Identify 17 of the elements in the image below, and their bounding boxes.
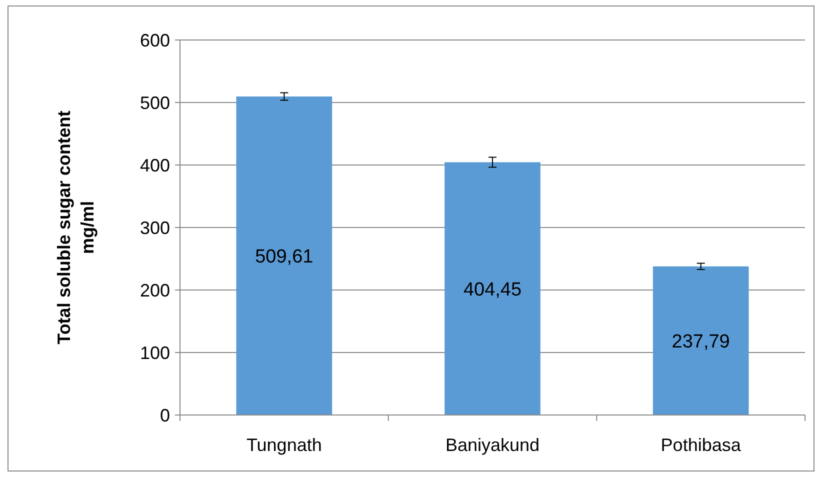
- y-tick-label: 600: [140, 30, 170, 50]
- y-axis-title: Total soluble sugar content mg/ml: [54, 110, 98, 344]
- y-tick-label: 100: [140, 342, 170, 363]
- data-label: 509,61: [255, 246, 314, 268]
- x-tick-label: Pothibasa: [660, 435, 742, 455]
- y-tick-label: 400: [140, 155, 170, 176]
- data-label: 404,45: [463, 279, 522, 300]
- y-tick-label: 300: [140, 218, 170, 238]
- y-tick-label: 0: [160, 405, 170, 426]
- x-tick-label: Tungnath: [246, 435, 322, 455]
- bar: [444, 162, 540, 415]
- y-tick-label: 200: [140, 280, 170, 300]
- data-label: 237,79: [672, 331, 730, 352]
- x-tick-label: Baniyakund: [445, 435, 540, 455]
- bar: [236, 96, 332, 415]
- bar: [652, 266, 749, 415]
- y-tick-label: 500: [140, 92, 170, 113]
